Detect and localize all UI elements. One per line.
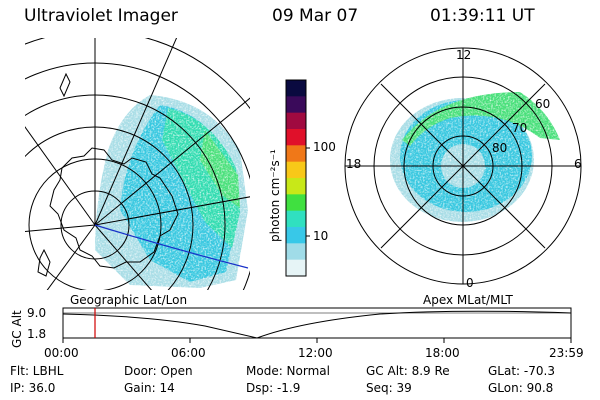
colorbar-unit-label: photon cm⁻²s⁻¹: [268, 149, 282, 242]
colorbar-segment: [286, 161, 306, 179]
instrument-title: Ultraviolet Imager: [24, 6, 178, 26]
altitude-ytick-high: 9.0: [27, 306, 47, 320]
mlt-label-12: 12: [456, 48, 472, 62]
colorbar-segment: [286, 194, 306, 212]
polar-map-title: Apex MLat/MLT: [423, 293, 513, 307]
mlt-label-6: 6: [574, 157, 582, 171]
mlt-label-0: 0: [466, 276, 474, 290]
mlat-label-60: 60: [535, 97, 551, 111]
gc-alt-status: GC Alt: 8.9 Re: [366, 364, 450, 378]
mlat-label-80: 80: [492, 141, 508, 155]
colorbar-tick-10: 10: [313, 229, 329, 243]
time-tick-1800: 18:00: [425, 346, 460, 360]
seq-status: Seq: 39: [366, 381, 412, 395]
colorbar-segment: [286, 129, 306, 146]
filter-status: Flt: LBHL: [10, 364, 64, 378]
altitude-plot: [62, 307, 572, 343]
colorbar-segment: [286, 259, 306, 277]
colorbar-tick-100: 100: [313, 140, 336, 154]
colorbar-segment: [286, 243, 306, 261]
geo-coastline: [49, 147, 179, 269]
colorbar: [285, 79, 310, 277]
geo-map-title: Geographic Lat/Lon: [70, 293, 188, 307]
colorbar-segment: [286, 178, 306, 195]
door-status: Door: Open: [124, 364, 193, 378]
colorbar-segment: [286, 227, 306, 244]
mlat-label-70: 70: [512, 121, 528, 135]
mode-status: Mode: Normal: [246, 364, 330, 378]
altitude-ytick-low: 1.8: [27, 327, 47, 341]
colorbar-segment: [286, 80, 306, 97]
header-date: 09 Mar 07: [272, 6, 359, 26]
dsp-status: Dsp: -1.9: [246, 381, 301, 395]
colorbar-segment: [286, 96, 306, 114]
ip-status: IP: 36.0: [10, 381, 56, 395]
colorbar-segment: [286, 112, 306, 130]
geo-terminator-line: [94, 224, 249, 269]
altitude-curve: [62, 310, 572, 339]
polar-grid: [344, 47, 582, 285]
time-tick-2359: 23:59: [549, 346, 584, 360]
time-tick-1200: 12:00: [298, 346, 333, 360]
mlt-label-18: 18: [346, 157, 362, 171]
glat-status: GLat: -70.3: [488, 364, 555, 378]
gain-status: Gain: 14: [124, 381, 175, 395]
time-tick-0000: 00:00: [44, 346, 79, 360]
geo-aurora-emission: [25, 38, 250, 290]
colorbar-segment: [286, 210, 306, 228]
time-tick-0600: 06:00: [171, 346, 206, 360]
altitude-ylabel: GC Alt: [10, 310, 24, 348]
colorbar-frame: [285, 79, 307, 277]
colorbar-segment: [286, 145, 306, 163]
geographic-map: [25, 38, 250, 290]
header-time: 01:39:11 UT: [430, 6, 535, 26]
glon-status: GLon: 90.8: [488, 381, 554, 395]
